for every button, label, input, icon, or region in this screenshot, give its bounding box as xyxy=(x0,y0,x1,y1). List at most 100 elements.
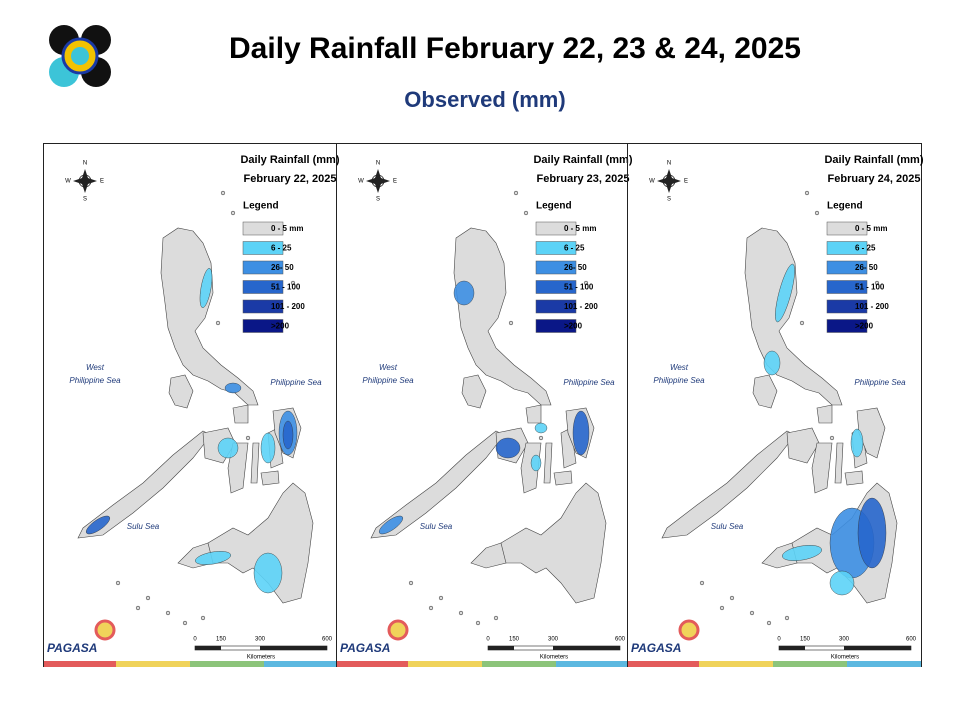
islet xyxy=(513,190,519,196)
island xyxy=(168,374,194,409)
legend-label: 101 - 200 xyxy=(564,302,598,311)
island xyxy=(661,430,796,539)
islet xyxy=(115,580,121,586)
compass-letter: S xyxy=(83,197,87,203)
scale-label: 600 xyxy=(906,637,917,643)
agency-logo xyxy=(48,24,112,88)
island xyxy=(816,404,833,424)
legend-swatch xyxy=(535,299,577,314)
pagasa-logo: PAGASA xyxy=(340,619,409,655)
legend-label: 0 - 5 mm xyxy=(564,224,596,233)
rainfall-area xyxy=(453,280,475,306)
legend-label: 0 - 5 mm xyxy=(271,224,303,233)
sea-label: Philippine Sea xyxy=(362,376,414,385)
rainfall-area xyxy=(534,422,548,434)
sea-label: West xyxy=(379,363,398,372)
compass: N E S W xyxy=(65,161,104,203)
island xyxy=(495,482,607,604)
compass-letter: S xyxy=(667,197,671,203)
legend-label: >200 xyxy=(564,322,583,331)
compass-rose xyxy=(657,169,681,193)
sea-label: West xyxy=(86,363,105,372)
legend-swatch xyxy=(535,280,577,294)
legend-swatch xyxy=(535,241,577,255)
legend-title: Legend xyxy=(536,201,572,212)
legend-label: 51 - 100 xyxy=(564,283,594,292)
rainfall-area xyxy=(85,515,111,535)
legend-label: >200 xyxy=(855,322,874,331)
compass: N E S W xyxy=(358,161,397,203)
legend-label: 6 - 25 xyxy=(564,244,585,253)
island xyxy=(461,374,487,409)
islet xyxy=(508,320,514,326)
islet xyxy=(766,620,772,626)
legend-swatch xyxy=(242,260,284,275)
rainfall-area xyxy=(282,420,294,450)
compass-letter: W xyxy=(65,179,71,185)
legend-swatch xyxy=(826,319,868,333)
logo-mark xyxy=(387,619,409,641)
legend-swatch xyxy=(242,299,284,314)
islet xyxy=(699,580,705,586)
islet xyxy=(215,320,221,326)
islet xyxy=(458,610,464,616)
scale-bar-fill xyxy=(260,646,327,650)
map-panel: Daily Rainfall (mm) February 23, 2025 N E S W… xyxy=(336,143,633,667)
island xyxy=(525,404,542,424)
legend-label: 6 - 25 xyxy=(271,244,292,253)
legend-label: 26- 50 xyxy=(564,263,587,272)
scale-label: 150 xyxy=(800,637,811,643)
legend-swatch xyxy=(826,241,868,255)
compass-letter: E xyxy=(684,179,688,185)
islet xyxy=(799,320,805,326)
rainfall-area xyxy=(829,570,855,596)
sea-label: Philippine Sea xyxy=(563,378,615,387)
scale-label: 150 xyxy=(216,637,227,643)
logo-text: PAGASA xyxy=(631,641,681,655)
scale-unit: Kilometers xyxy=(247,655,275,661)
rainfall-area xyxy=(199,268,213,308)
rainfall-area xyxy=(224,382,242,394)
rainfall-area xyxy=(530,454,542,472)
islet xyxy=(220,190,226,196)
map-panel: Daily Rainfall (mm) February 22, 2025 N E S W… xyxy=(47,154,340,661)
sea-label: Sulu Sea xyxy=(711,522,744,531)
island xyxy=(250,442,260,484)
scale-label: 300 xyxy=(839,637,850,643)
islet xyxy=(493,615,499,621)
footer-stripe xyxy=(44,661,921,667)
compass-ring xyxy=(662,174,676,188)
map xyxy=(370,190,607,626)
rainfall-area xyxy=(850,428,864,458)
islet xyxy=(583,280,589,286)
islet xyxy=(829,435,835,441)
island xyxy=(786,427,820,464)
sea-label: Philippine Sea xyxy=(653,376,705,385)
island xyxy=(160,227,259,406)
legend-label: 101 - 200 xyxy=(855,302,889,311)
subtitle: Observed (mm) xyxy=(404,87,565,112)
compass: N E S W xyxy=(649,161,688,203)
scale-unit: Kilometers xyxy=(540,655,568,661)
scale-label: 0 xyxy=(486,637,490,643)
sea-label: Philippine Sea xyxy=(270,378,322,387)
islet xyxy=(438,595,444,601)
panels: Daily Rainfall (mm) February 22, 2025 N E S W… xyxy=(47,143,924,667)
island xyxy=(232,404,249,424)
islet xyxy=(538,435,544,441)
legend-swatch xyxy=(242,221,284,236)
rainfall-area xyxy=(782,545,822,561)
legend-swatch xyxy=(242,280,284,294)
rainfall-area xyxy=(217,437,239,459)
island xyxy=(202,482,314,604)
title: Daily Rainfall February 22, 23 & 24, 202… xyxy=(229,32,801,65)
scale-unit: Kilometers xyxy=(831,655,859,661)
island xyxy=(453,227,552,406)
island xyxy=(844,470,864,486)
scale-label: 300 xyxy=(548,637,559,643)
scale-bar-fill xyxy=(488,646,514,650)
legend-label: 26- 50 xyxy=(271,263,294,272)
islet xyxy=(804,190,810,196)
rainfall-area xyxy=(495,437,521,459)
